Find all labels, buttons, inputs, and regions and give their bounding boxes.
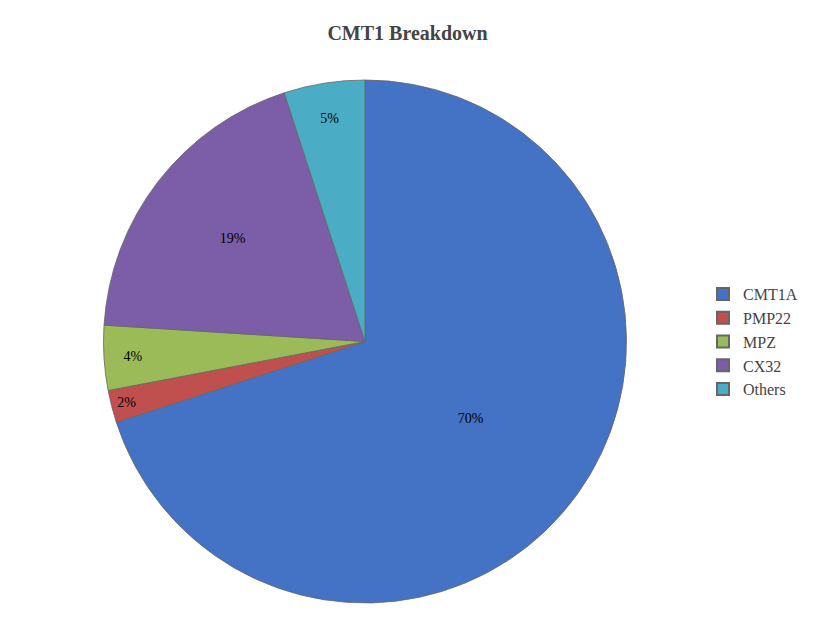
- svg-text:70%: 70%: [458, 411, 484, 426]
- svg-text:PMP22: PMP22: [743, 310, 791, 327]
- svg-text:19%: 19%: [220, 231, 246, 246]
- svg-text:4%: 4%: [124, 349, 143, 364]
- svg-text:Others: Others: [743, 381, 786, 398]
- svg-text:CMT1 Breakdown: CMT1 Breakdown: [327, 22, 487, 44]
- svg-text:2%: 2%: [117, 395, 136, 410]
- svg-text:MPZ: MPZ: [743, 334, 776, 351]
- svg-text:CX32: CX32: [743, 358, 781, 375]
- svg-text:CMT1A: CMT1A: [743, 286, 798, 303]
- svg-text:5%: 5%: [320, 111, 339, 126]
